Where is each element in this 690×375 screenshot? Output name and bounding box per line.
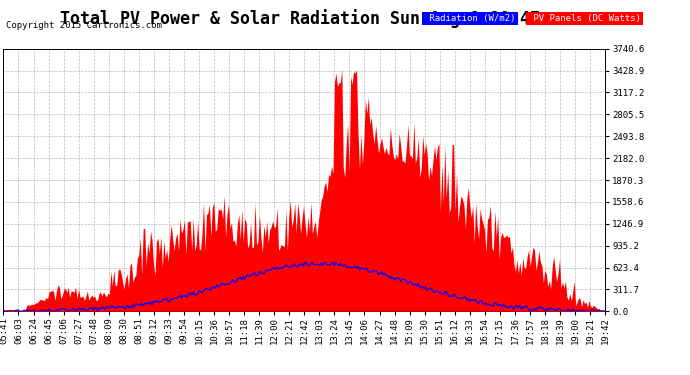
- Text: Radiation (W/m2): Radiation (W/m2): [424, 14, 515, 23]
- Text: Copyright 2015 Cartronics.com: Copyright 2015 Cartronics.com: [6, 21, 161, 30]
- Text: Total PV Power & Solar Radiation Sun Aug 9 19:47: Total PV Power & Solar Radiation Sun Aug…: [60, 9, 540, 28]
- Text: PV Panels (DC Watts): PV Panels (DC Watts): [528, 14, 641, 23]
